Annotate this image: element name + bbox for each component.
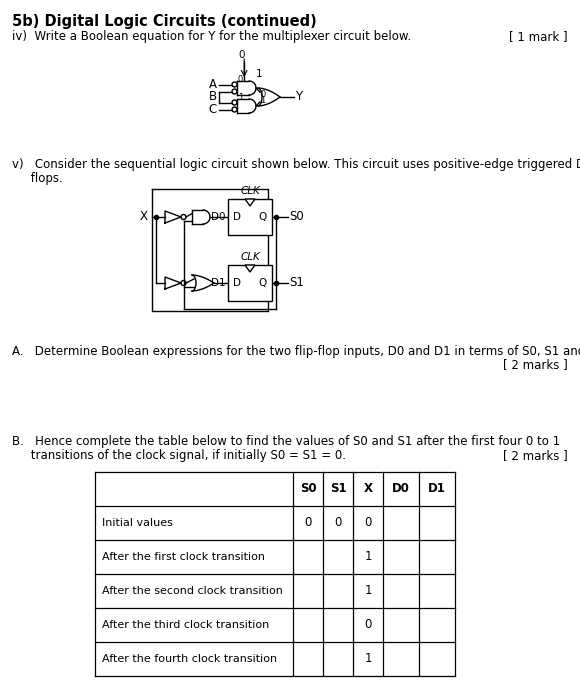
Text: B.   Hence complete the table below to find the values of S0 and S1 after the fi: B. Hence complete the table below to fin… xyxy=(12,435,560,448)
Text: [ 2 marks ]: [ 2 marks ] xyxy=(503,449,568,462)
Text: X: X xyxy=(140,211,148,223)
Text: flops.: flops. xyxy=(12,172,63,185)
Text: C: C xyxy=(209,103,217,116)
Text: S0: S0 xyxy=(300,482,316,496)
Text: 5b) Digital Logic Circuits (continued): 5b) Digital Logic Circuits (continued) xyxy=(12,14,317,29)
Text: After the second clock transition: After the second clock transition xyxy=(102,586,283,596)
Text: D0: D0 xyxy=(392,482,410,496)
Text: 0: 0 xyxy=(334,517,342,529)
Text: [ 1 mark ]: [ 1 mark ] xyxy=(509,30,568,43)
Text: D: D xyxy=(233,212,241,222)
Text: 0: 0 xyxy=(238,74,243,83)
Text: 0: 0 xyxy=(304,517,311,529)
Text: Q: Q xyxy=(259,278,267,288)
Text: 1: 1 xyxy=(364,550,372,564)
Text: iv)  Write a Boolean equation for Y for the multiplexer circuit below.: iv) Write a Boolean equation for Y for t… xyxy=(12,30,411,43)
Text: 1: 1 xyxy=(364,652,372,666)
Text: S1: S1 xyxy=(289,276,304,290)
Text: 0: 0 xyxy=(364,517,372,529)
Bar xyxy=(228,265,272,301)
Bar xyxy=(228,199,272,235)
Text: After the third clock transition: After the third clock transition xyxy=(102,620,269,630)
Text: X: X xyxy=(364,482,372,496)
Text: A.   Determine Boolean expressions for the two flip-flop inputs, D0 and D1 in te: A. Determine Boolean expressions for the… xyxy=(12,345,580,358)
Text: [ 2 marks ]: [ 2 marks ] xyxy=(503,358,568,371)
Text: 0: 0 xyxy=(260,90,266,99)
Text: After the fourth clock transition: After the fourth clock transition xyxy=(102,654,277,664)
Text: D1: D1 xyxy=(428,482,446,496)
Text: 0: 0 xyxy=(238,50,244,60)
Text: v)   Consider the sequential logic circuit shown below. This circuit uses positi: v) Consider the sequential logic circuit… xyxy=(12,158,580,171)
Text: Q: Q xyxy=(259,212,267,222)
Text: transitions of the clock signal, if initially S0 = S1 = 0.: transitions of the clock signal, if init… xyxy=(12,449,346,462)
Polygon shape xyxy=(245,199,255,206)
Text: CLK: CLK xyxy=(240,252,260,262)
Text: Initial values: Initial values xyxy=(102,518,173,528)
Polygon shape xyxy=(245,265,255,272)
Text: S0: S0 xyxy=(289,211,304,223)
Text: 1: 1 xyxy=(260,96,266,105)
Bar xyxy=(95,472,455,676)
Text: D: D xyxy=(233,278,241,288)
Text: D1: D1 xyxy=(211,278,226,288)
Text: S1: S1 xyxy=(329,482,346,496)
Text: 1: 1 xyxy=(238,92,243,102)
Text: 0: 0 xyxy=(364,619,372,631)
Text: A: A xyxy=(209,78,217,91)
Text: 1: 1 xyxy=(256,69,263,79)
Text: D0: D0 xyxy=(212,212,226,222)
Text: B: B xyxy=(209,90,217,104)
Text: 1: 1 xyxy=(364,584,372,598)
Text: After the first clock transition: After the first clock transition xyxy=(102,552,265,562)
Text: CLK: CLK xyxy=(240,186,260,196)
Text: Y: Y xyxy=(295,90,302,104)
